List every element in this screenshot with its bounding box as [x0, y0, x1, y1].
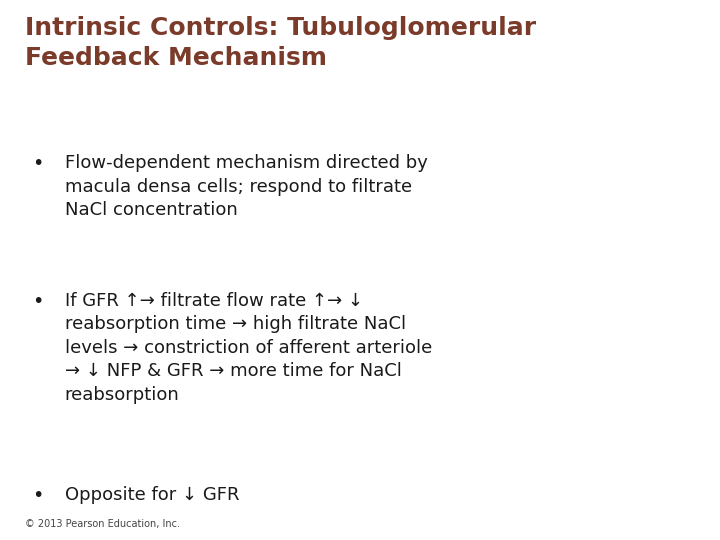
Text: If GFR ↑→ filtrate flow rate ↑→ ↓
reabsorption time → high filtrate NaCl
levels : If GFR ↑→ filtrate flow rate ↑→ ↓ reabso… [65, 292, 432, 404]
Text: Opposite for ↓ GFR: Opposite for ↓ GFR [65, 486, 239, 504]
Text: •: • [32, 154, 44, 173]
Text: Intrinsic Controls: Tubuloglomerular
Feedback Mechanism: Intrinsic Controls: Tubuloglomerular Fee… [25, 16, 536, 70]
Text: •: • [32, 486, 44, 505]
Text: •: • [32, 292, 44, 310]
Text: © 2013 Pearson Education, Inc.: © 2013 Pearson Education, Inc. [25, 519, 180, 529]
Text: Flow-dependent mechanism directed by
macula densa cells; respond to filtrate
NaC: Flow-dependent mechanism directed by mac… [65, 154, 428, 219]
